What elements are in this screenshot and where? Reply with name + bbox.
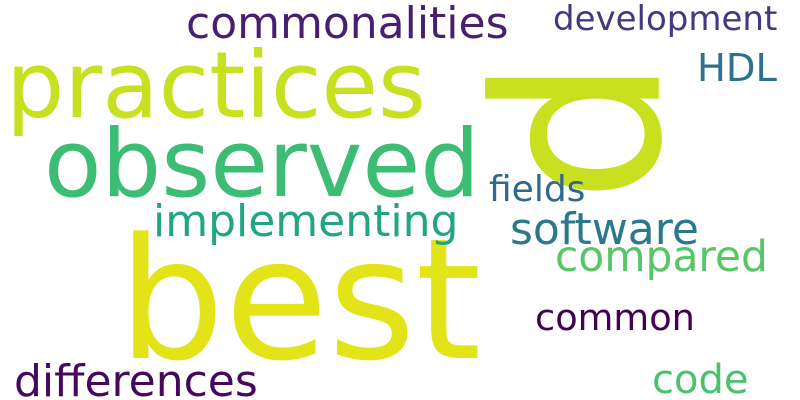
word-software: software [510,204,699,255]
word-implementing: implementing [153,196,459,247]
word-code: code [652,357,749,400]
word-best: best [118,202,482,398]
word-hdl: HDL [697,46,777,91]
word-compared: compared [555,232,768,281]
word-common: common [535,296,695,339]
word-fields: fields [489,169,586,210]
word-differences: differences [14,356,258,400]
word-observed: observed [44,110,480,219]
word-commonalities: commonalities [186,0,509,49]
word-development: development [553,0,778,39]
word-practices: practices [6,32,426,139]
